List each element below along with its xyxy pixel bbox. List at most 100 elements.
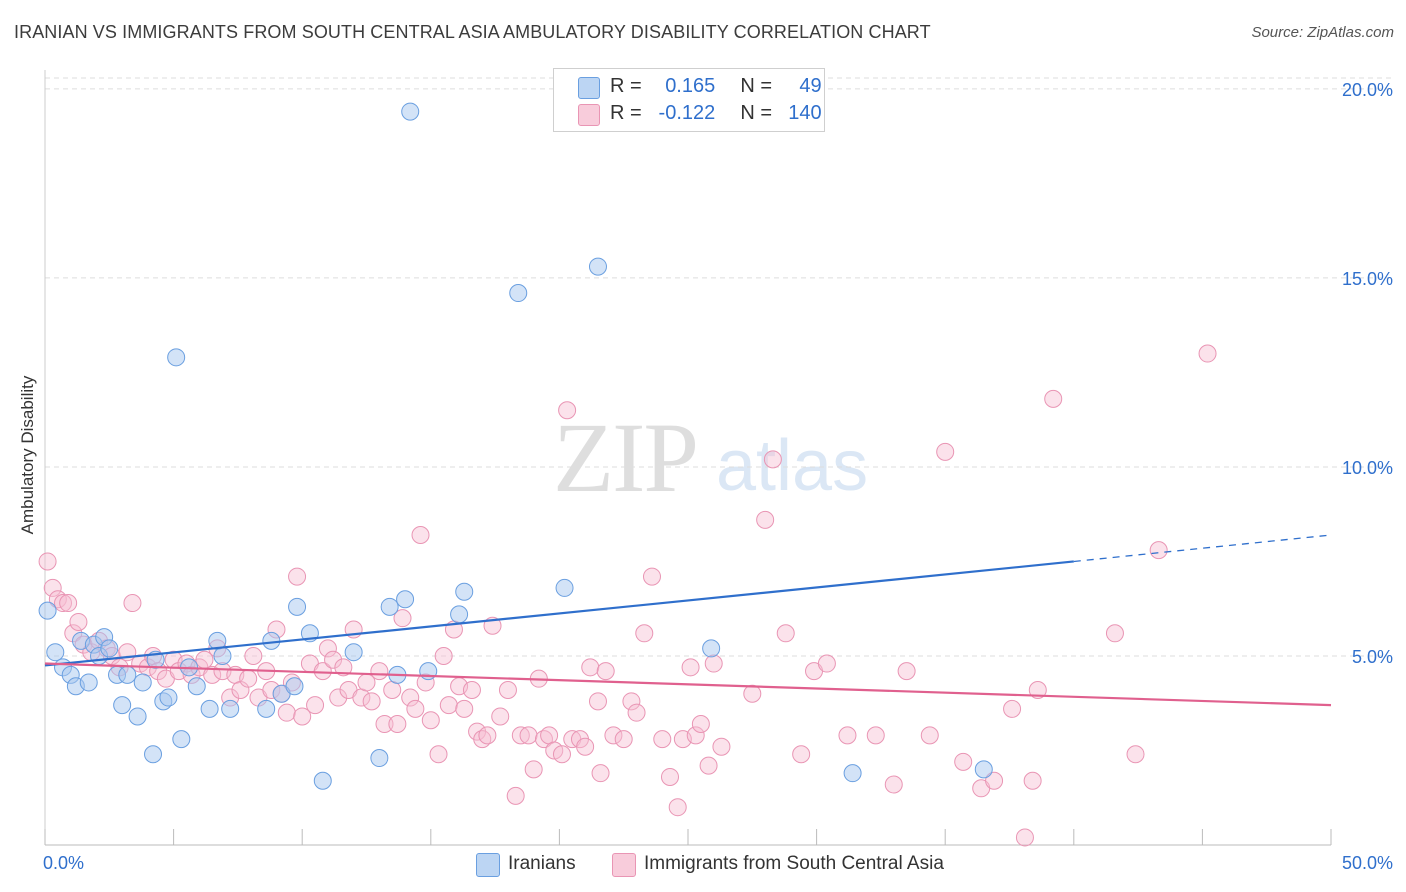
data-point-south-central-asia (59, 594, 78, 613)
bottom-legend-label-iranians: Iranians (508, 853, 576, 874)
data-point-south-central-asia (498, 681, 517, 699)
data-point-south-central-asia (681, 658, 700, 677)
data-point-south-central-asia (362, 692, 381, 711)
data-point-south-central-asia (704, 654, 723, 673)
y-tick-label: 5.0% (1352, 647, 1393, 667)
data-point-iranians (555, 578, 574, 597)
data-point-south-central-asia (642, 567, 661, 586)
data-point-south-central-asia (313, 662, 332, 681)
data-point-iranians (100, 639, 119, 658)
data-point-south-central-asia (838, 726, 857, 745)
data-point-south-central-asia (622, 692, 641, 711)
data-point-south-central-asia (540, 726, 559, 745)
data-point-south-central-asia (712, 737, 731, 756)
legend-n-value: 49 (799, 75, 822, 97)
data-point-south-central-asia (1198, 344, 1217, 363)
chart-source: Source: ZipAtlas.com (1251, 24, 1394, 41)
data-point-south-central-asia (429, 745, 448, 764)
data-point-south-central-asia (1105, 624, 1124, 643)
data-point-south-central-asia (43, 578, 62, 597)
legend-swatch-iranians (578, 77, 600, 99)
data-point-south-central-asia (558, 401, 577, 420)
bottom-legend-swatch-iranians (476, 853, 500, 877)
data-point-iranians (159, 688, 178, 707)
data-point-south-central-asia (370, 662, 389, 681)
trendline-iranians (44, 560, 1074, 667)
data-point-south-central-asia (401, 688, 420, 707)
data-point-iranians (450, 605, 469, 624)
data-point-south-central-asia (293, 707, 312, 726)
legend-swatch-south-central-asia (578, 104, 600, 126)
data-point-south-central-asia (897, 662, 916, 681)
data-point-iranians (118, 665, 137, 684)
data-point-south-central-asia (1015, 828, 1034, 847)
data-point-south-central-asia (411, 526, 430, 544)
data-point-south-central-asia (635, 624, 654, 643)
legend-r-value: 0.165 (665, 75, 716, 97)
data-point-iranians (288, 597, 307, 616)
data-point-south-central-asia (519, 726, 538, 745)
data-point-south-central-asia (383, 681, 402, 699)
chart-title: IRANIAN VS IMMIGRANTS FROM SOUTH CENTRAL… (14, 22, 931, 42)
data-point-iranians (843, 764, 862, 783)
x-tick-label: 0.0% (43, 853, 84, 873)
data-point-south-central-asia (406, 699, 425, 718)
legend-text-iranians: R = 0.165 N = 49 (610, 75, 822, 98)
data-point-south-central-asia (329, 688, 348, 707)
data-point-south-central-asia (511, 726, 530, 745)
data-point-south-central-asia (614, 730, 633, 749)
legend-box: R = 0.165 N = 49 R = -0.122 N = 140 (553, 68, 825, 132)
data-point-south-central-asia (506, 786, 525, 805)
data-point-iranians (401, 102, 420, 121)
legend-r-label: R = (610, 75, 642, 97)
data-point-iranians (974, 760, 993, 779)
data-point-iranians (213, 646, 232, 665)
data-point-south-central-asia (462, 681, 481, 699)
data-point-iranians (702, 639, 721, 658)
data-point-south-central-asia (524, 760, 543, 779)
data-point-south-central-asia (1023, 771, 1042, 790)
data-point-south-central-asia (421, 711, 440, 730)
x-tick-label: 50.0% (1342, 853, 1393, 873)
data-point-south-central-asia (478, 726, 497, 745)
y-tick-label: 10.0% (1342, 458, 1393, 478)
watermark-atlas: atlas (716, 426, 869, 506)
bottom-legend-swatch-south-central-asia (612, 853, 636, 877)
data-point-south-central-asia (491, 707, 510, 726)
data-point-south-central-asia (866, 726, 885, 745)
data-point-south-central-asia (393, 609, 412, 628)
data-point-south-central-asia (375, 715, 394, 734)
data-point-iranians (113, 696, 132, 715)
data-point-south-central-asia (324, 650, 343, 669)
bottom-legend-label-south-central-asia: Immigrants from South Central Asia (644, 853, 944, 874)
data-point-south-central-asia (239, 669, 258, 688)
data-point-south-central-asia (306, 696, 325, 715)
data-point-south-central-asia (581, 658, 600, 677)
data-point-south-central-asia (1149, 541, 1168, 560)
y-tick-label: 20.0% (1342, 80, 1393, 100)
data-point-south-central-asia (1044, 389, 1063, 408)
data-point-iranians (380, 597, 399, 616)
data-point-iranians (200, 699, 219, 718)
data-point-south-central-asia (743, 684, 762, 703)
data-point-iranians (133, 673, 152, 692)
data-point-south-central-asia (244, 646, 263, 665)
data-point-iranians (588, 257, 607, 276)
data-point-south-central-asia (591, 764, 610, 783)
data-point-south-central-asia (123, 594, 142, 613)
data-point-iranians (396, 590, 415, 609)
data-point-south-central-asia (434, 646, 453, 665)
data-point-south-central-asia (588, 692, 607, 711)
data-point-south-central-asia (920, 726, 939, 745)
data-point-south-central-asia (756, 510, 775, 529)
legend-n-label: N = (740, 75, 773, 97)
data-point-south-central-asia (455, 699, 474, 718)
data-point-iranians (285, 677, 304, 696)
legend-n-label: N = (740, 102, 773, 124)
data-point-south-central-asia (776, 624, 795, 643)
data-point-south-central-asia (277, 703, 296, 722)
data-point-south-central-asia (288, 567, 307, 586)
data-point-south-central-asia (954, 752, 973, 771)
data-point-iranians (144, 745, 163, 764)
